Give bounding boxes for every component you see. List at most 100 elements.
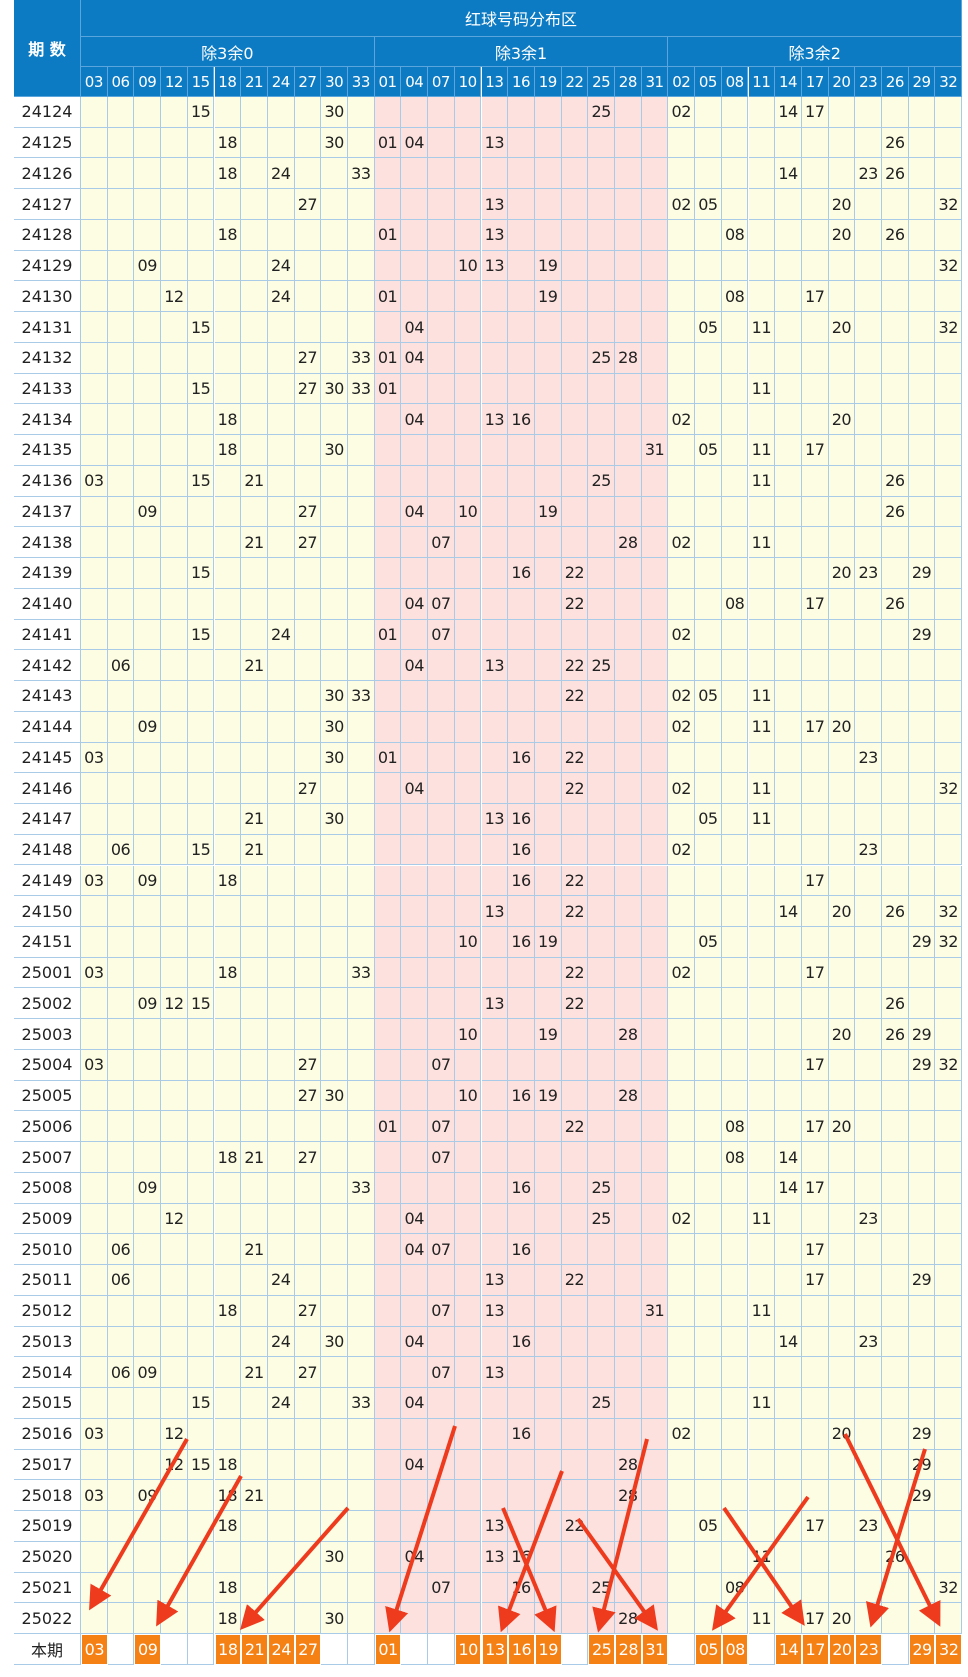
empty-cell	[908, 896, 936, 927]
empty-cell	[588, 711, 615, 743]
empty-cell	[775, 1111, 802, 1143]
empty-cell	[855, 650, 882, 682]
empty-cell	[721, 681, 749, 712]
empty-cell	[801, 619, 829, 651]
empty-cell	[187, 342, 215, 374]
empty-cell	[828, 496, 856, 528]
drawn-number: 33	[348, 681, 375, 712]
empty-cell	[187, 1357, 215, 1389]
empty-cell	[721, 250, 749, 282]
empty-cell	[81, 189, 108, 220]
column-number: 28	[615, 67, 642, 97]
empty-cell	[935, 1603, 963, 1634]
empty-cell	[348, 281, 375, 313]
empty-cell	[428, 373, 455, 405]
drawn-number: 22	[561, 773, 589, 804]
empty-cell	[668, 373, 696, 405]
empty-cell	[81, 896, 108, 927]
empty-cell	[695, 1049, 722, 1081]
drawn-number: 25	[588, 465, 615, 497]
empty-cell	[775, 1049, 802, 1081]
empty-cell	[721, 312, 749, 343]
empty-cell	[161, 1541, 188, 1573]
drawn-number: 08	[721, 1111, 749, 1143]
empty-cell	[321, 219, 348, 251]
empty-cell	[775, 373, 802, 405]
empty-cell	[695, 281, 722, 313]
empty-cell	[428, 1265, 455, 1296]
empty-cell	[428, 127, 455, 159]
empty-cell	[454, 189, 482, 220]
empty-cell	[615, 926, 642, 958]
drawn-number: 03	[81, 1049, 108, 1081]
empty-cell	[321, 650, 348, 682]
empty-cell	[267, 1511, 295, 1542]
empty-cell	[615, 1295, 642, 1327]
empty-cell	[695, 1265, 722, 1296]
drawn-number: 11	[748, 1388, 776, 1419]
empty-cell	[321, 250, 348, 282]
empty-cell	[374, 1265, 402, 1296]
empty-cell	[454, 742, 482, 774]
empty-cell	[401, 219, 429, 251]
empty-cell	[107, 1049, 135, 1081]
empty-cell	[107, 1142, 135, 1173]
empty-cell	[428, 281, 455, 313]
empty-cell	[214, 189, 242, 220]
empty-cell	[348, 711, 375, 743]
empty-cell	[615, 1357, 642, 1389]
empty-cell	[908, 1203, 936, 1235]
drawn-number: 04	[401, 1388, 429, 1419]
drawn-number: 03	[81, 1418, 108, 1450]
empty-cell	[294, 127, 322, 159]
empty-cell	[321, 865, 348, 897]
empty-cell	[481, 1449, 509, 1481]
empty-cell	[241, 1511, 268, 1542]
empty-cell	[721, 373, 749, 405]
empty-cell	[454, 1111, 482, 1143]
drawn-number: 16	[508, 834, 535, 866]
empty-cell	[908, 804, 936, 835]
empty-cell	[775, 1234, 802, 1266]
empty-cell	[267, 97, 295, 128]
empty-cell	[454, 1388, 482, 1419]
empty-cell	[908, 773, 936, 804]
empty-cell	[908, 527, 936, 559]
empty-cell	[348, 558, 375, 589]
issue: 25011	[14, 1265, 81, 1296]
drawn-number: 27	[294, 1080, 322, 1112]
empty-cell	[561, 496, 589, 528]
empty-cell	[828, 435, 856, 466]
issue: 24141	[14, 619, 81, 651]
empty-cell	[161, 957, 188, 989]
empty-cell	[321, 926, 348, 958]
empty-cell	[588, 127, 615, 159]
issue: 25017	[14, 1449, 81, 1481]
empty-cell	[428, 1511, 455, 1542]
empty-cell	[267, 127, 295, 159]
empty-cell	[668, 342, 696, 374]
empty-cell	[187, 1511, 215, 1542]
empty-cell	[668, 1603, 696, 1634]
empty-cell	[801, 312, 829, 343]
empty-cell	[508, 1111, 535, 1143]
empty-cell	[775, 496, 802, 528]
empty-cell	[668, 896, 696, 927]
drawn-number: 15	[187, 312, 215, 343]
empty-cell	[134, 1234, 162, 1266]
empty-cell	[187, 1111, 215, 1143]
empty-cell	[481, 465, 509, 497]
empty-cell	[641, 588, 669, 620]
drawn-number: 33	[348, 342, 375, 374]
empty-cell	[161, 711, 188, 743]
drawn-number: 21	[241, 804, 268, 835]
empty-cell	[267, 312, 295, 343]
current-number: 31	[641, 1634, 669, 1665]
empty-cell	[721, 1511, 749, 1542]
empty-cell	[374, 558, 402, 589]
empty-cell	[134, 588, 162, 620]
empty-cell	[428, 988, 455, 1020]
drawn-number: 08	[721, 1572, 749, 1604]
empty-cell	[508, 588, 535, 620]
empty-cell	[374, 250, 402, 282]
